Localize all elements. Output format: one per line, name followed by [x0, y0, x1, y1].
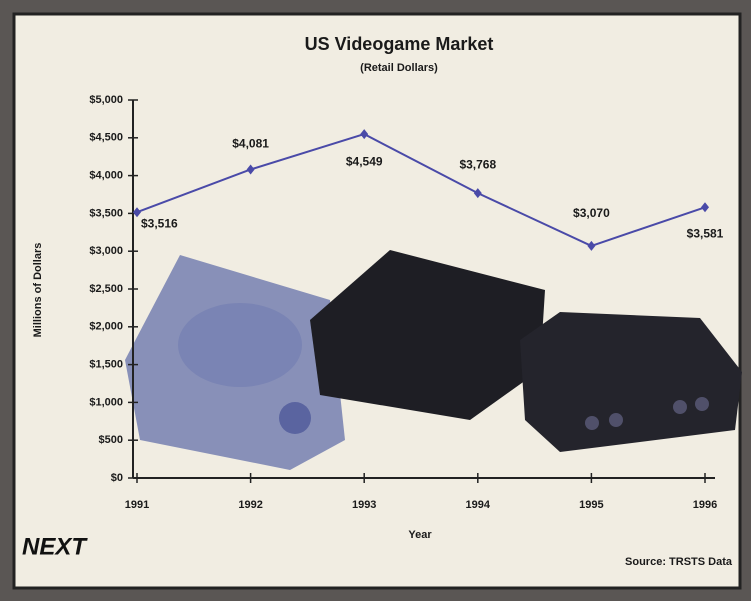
y-tick-label: $2,500	[89, 283, 123, 295]
y-tick-label: $3,000	[89, 245, 123, 257]
y-tick-label: $4,000	[89, 170, 123, 182]
y-tick-label: $4,500	[89, 132, 123, 144]
x-tick-label: 1996	[693, 499, 717, 511]
y-tick-label: $3,500	[89, 207, 123, 219]
value-label: $3,768	[459, 157, 496, 171]
x-tick-label: 1991	[125, 499, 149, 511]
logo: NEXT	[22, 533, 88, 560]
x-tick-label: 1993	[352, 499, 376, 511]
value-label: $3,581	[687, 226, 724, 240]
y-tick-label: $5,000	[89, 94, 123, 106]
chart: US Videogame Market (Retail Dollars) Mil…	[0, 0, 751, 601]
y-axis-label: Millions of Dollars	[32, 243, 44, 338]
x-tick-label: 1994	[466, 499, 491, 511]
y-tick-label: $1,000	[89, 396, 123, 408]
x-axis-label: Year	[408, 529, 432, 541]
source: Source: TRSTS Data	[625, 556, 733, 568]
x-tick-label: 1995	[579, 499, 603, 511]
value-label: $3,070	[573, 206, 610, 220]
y-tick-label: $0	[111, 472, 123, 484]
chart-title: US Videogame Market	[305, 34, 494, 54]
value-label: $3,516	[141, 216, 178, 230]
y-tick-label: $2,000	[89, 321, 123, 333]
chart-subtitle: (Retail Dollars)	[360, 62, 438, 74]
y-tick-label: $500	[99, 434, 123, 446]
y-tick-label: $1,500	[89, 359, 123, 371]
value-label: $4,081	[232, 137, 269, 151]
value-label: $4,549	[346, 154, 383, 168]
x-tick-label: 1992	[238, 499, 262, 511]
